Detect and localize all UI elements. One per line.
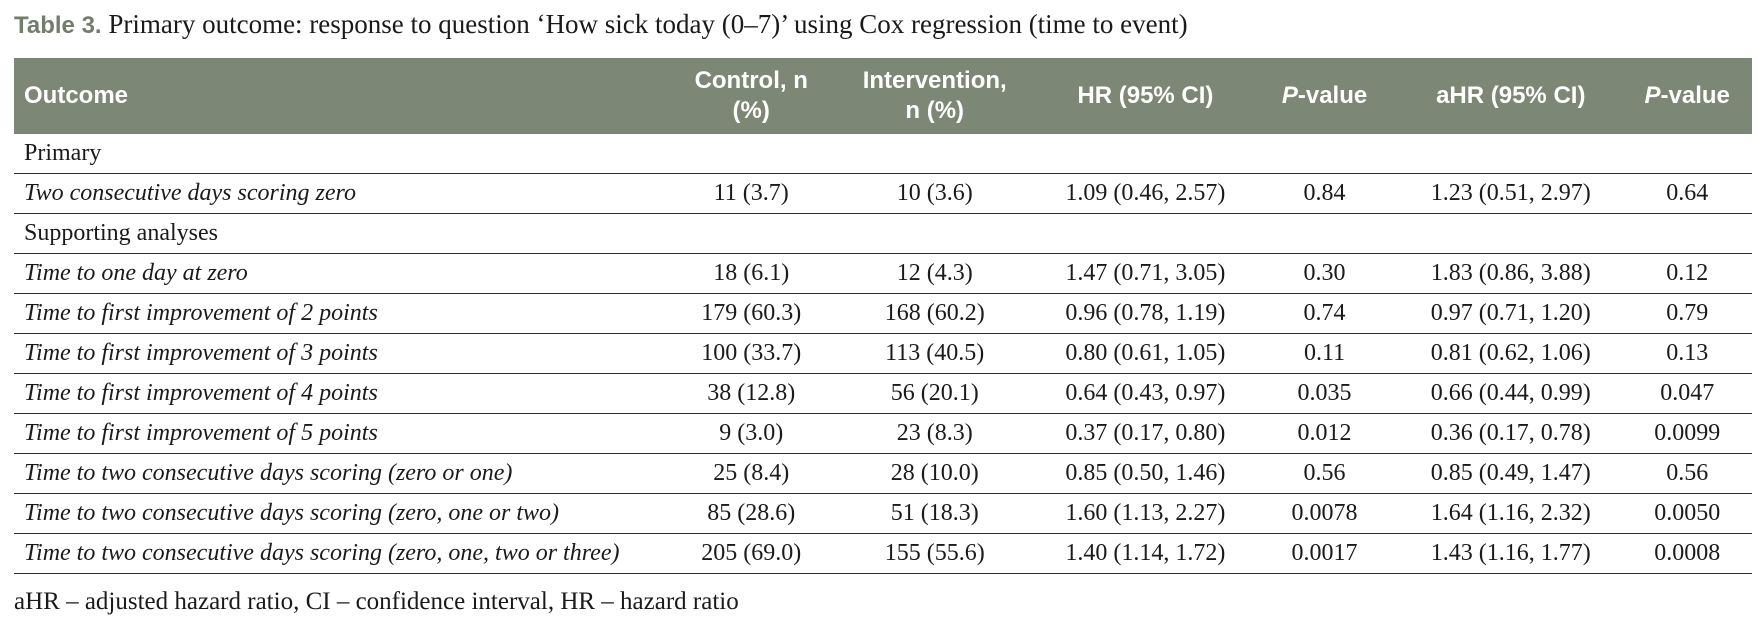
cell-adjusted-p-value: 0.13 (1622, 333, 1752, 374)
cell-p-value: 0.30 (1249, 253, 1400, 294)
cell-hr: 1.09 (0.46, 2.57) (1040, 173, 1250, 214)
header-control: Control, n (%) (673, 58, 829, 134)
cell-ahr: 1.23 (0.51, 2.97) (1399, 173, 1623, 214)
cell-outcome: Two consecutive days scoring zero (14, 173, 674, 214)
header-ahr: aHR (95% CI) (1399, 58, 1623, 134)
cell-hr: 0.37 (0.17, 0.80) (1040, 413, 1250, 454)
cell-control: 85 (28.6) (673, 493, 829, 534)
table-body: Primary Two consecutive days scoring zer… (14, 134, 1752, 574)
cell-outcome: Time to first improvement of 2 points (14, 293, 674, 334)
cell-adjusted-p-value: 0.64 (1622, 173, 1752, 214)
table-row: Time to first improvement of 2 points 17… (14, 293, 1752, 334)
cell-adjusted-p-value: 0.047 (1622, 373, 1752, 414)
header-p2-letter: P (1644, 82, 1661, 109)
cell-adjusted-p-value: 0.0099 (1622, 413, 1752, 454)
cell-ahr: 0.81 (0.62, 1.06) (1399, 333, 1623, 374)
cell-intervention: 155 (55.6) (828, 533, 1041, 574)
cell-p-value: 0.84 (1249, 173, 1400, 214)
cell-intervention: 23 (8.3) (828, 413, 1041, 454)
cell-control: 9 (3.0) (673, 413, 829, 454)
header-control-line1: Control, n (694, 67, 808, 94)
cell-outcome: Time to first improvement of 5 points (14, 413, 674, 454)
table-caption: Table 3. Primary outcome: response to qu… (14, 6, 1188, 44)
header-hr: HR (95% CI) (1040, 58, 1250, 134)
header-row: Outcome Control, n (%) Intervention, n (… (14, 58, 1752, 134)
header-p-value: P-value (1249, 58, 1400, 134)
cell-ahr: 0.36 (0.17, 0.78) (1399, 413, 1623, 454)
cell-hr: 1.47 (0.71, 3.05) (1040, 253, 1250, 294)
cell-outcome: Time to first improvement of 3 points (14, 333, 674, 374)
cell-hr: 0.80 (0.61, 1.05) (1040, 333, 1250, 374)
table-row: Time to first improvement of 5 points 9 … (14, 413, 1752, 454)
results-table: Outcome Control, n (%) Intervention, n (… (14, 58, 1752, 574)
table-row: Time to two consecutive days scoring (ze… (14, 453, 1752, 494)
cell-adjusted-p-value: 0.56 (1622, 453, 1752, 494)
header-p2-suffix: -value (1660, 82, 1730, 109)
cell-ahr: 1.83 (0.86, 3.88) (1399, 253, 1623, 294)
cell-hr: 1.60 (1.13, 2.27) (1040, 493, 1250, 534)
section-label: Primary (14, 134, 1752, 174)
cell-intervention: 12 (4.3) (828, 253, 1041, 294)
cell-adjusted-p-value: 0.0050 (1622, 493, 1752, 534)
cell-outcome: Time to first improvement of 4 points (14, 373, 674, 414)
header-intervention-line1: Intervention, (862, 67, 1007, 94)
cell-outcome: Time to one day at zero (14, 253, 674, 294)
cell-outcome: Time to two consecutive days scoring (ze… (14, 453, 674, 494)
cell-intervention: 51 (18.3) (828, 493, 1041, 534)
cell-ahr: 1.43 (1.16, 1.77) (1399, 533, 1623, 574)
cell-control: 38 (12.8) (673, 373, 829, 414)
table-title: Primary outcome: response to question ‘H… (108, 9, 1188, 39)
section-label: Supporting analyses (14, 213, 1752, 254)
cell-ahr: 0.66 (0.44, 0.99) (1399, 373, 1623, 414)
header-intervention-line2: n (%) (905, 97, 965, 124)
table-number: Table 3. (14, 12, 102, 39)
cell-p-value: 0.56 (1249, 453, 1400, 494)
cell-p-value: 0.0078 (1249, 493, 1400, 534)
table-row: Time to one day at zero 18 (6.1) 12 (4.3… (14, 253, 1752, 294)
cell-outcome: Time to two consecutive days scoring (ze… (14, 533, 674, 574)
table-row: Time to first improvement of 3 points 10… (14, 333, 1752, 374)
table-footnote: aHR – adjusted hazard ratio, CI – confid… (14, 588, 739, 615)
cell-hr: 0.85 (0.50, 1.46) (1040, 453, 1250, 494)
cell-outcome: Time to two consecutive days scoring (ze… (14, 493, 674, 534)
header-outcome: Outcome (14, 58, 674, 134)
header-intervention: Intervention, n (%) (828, 58, 1041, 134)
section-row-primary: Primary (14, 134, 1752, 174)
cell-p-value: 0.012 (1249, 413, 1400, 454)
cell-intervention: 28 (10.0) (828, 453, 1041, 494)
cell-ahr: 0.97 (0.71, 1.20) (1399, 293, 1623, 334)
header-p-letter: P (1281, 82, 1298, 109)
cell-intervention: 168 (60.2) (828, 293, 1041, 334)
header-control-line2: (%) (732, 97, 770, 124)
table-row: Time to two consecutive days scoring (ze… (14, 533, 1752, 574)
cell-hr: 0.96 (0.78, 1.19) (1040, 293, 1250, 334)
cell-adjusted-p-value: 0.79 (1622, 293, 1752, 334)
cell-control: 18 (6.1) (673, 253, 829, 294)
cell-control: 11 (3.7) (673, 173, 829, 214)
header-p-suffix: -value (1297, 82, 1368, 109)
cell-control: 100 (33.7) (673, 333, 829, 374)
cell-adjusted-p-value: 0.12 (1622, 253, 1752, 294)
section-row-supporting: Supporting analyses (14, 213, 1752, 254)
cell-hr: 0.64 (0.43, 0.97) (1040, 373, 1250, 414)
cell-ahr: 0.85 (0.49, 1.47) (1399, 453, 1623, 494)
cell-adjusted-p-value: 0.0008 (1622, 533, 1752, 574)
cell-ahr: 1.64 (1.16, 2.32) (1399, 493, 1623, 534)
cell-control: 25 (8.4) (673, 453, 829, 494)
cell-control: 205 (69.0) (673, 533, 829, 574)
table-row: Time to first improvement of 4 points 38… (14, 373, 1752, 414)
cell-p-value: 0.0017 (1249, 533, 1400, 574)
cell-hr: 1.40 (1.14, 1.72) (1040, 533, 1250, 574)
cell-intervention: 113 (40.5) (828, 333, 1041, 374)
cell-p-value: 0.035 (1249, 373, 1400, 414)
header-adjusted-p-value: P-value (1622, 58, 1752, 134)
cell-p-value: 0.74 (1249, 293, 1400, 334)
cell-intervention: 10 (3.6) (828, 173, 1041, 214)
table-row: Time to two consecutive days scoring (ze… (14, 493, 1752, 534)
cell-p-value: 0.11 (1249, 333, 1400, 374)
cell-control: 179 (60.3) (673, 293, 829, 334)
table-row: Two consecutive days scoring zero 11 (3.… (14, 173, 1752, 214)
cell-intervention: 56 (20.1) (828, 373, 1041, 414)
